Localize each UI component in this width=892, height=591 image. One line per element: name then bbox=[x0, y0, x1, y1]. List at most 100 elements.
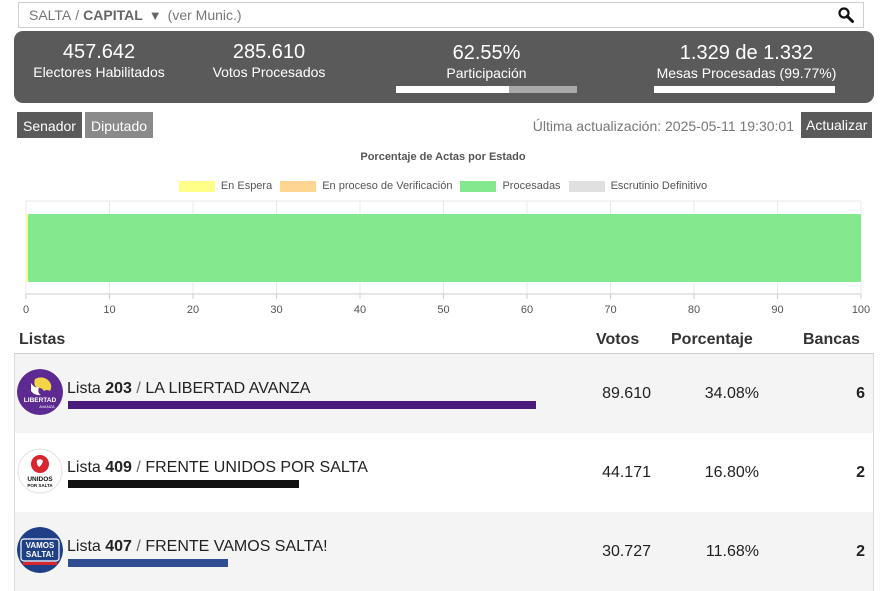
legend-swatch bbox=[568, 180, 605, 192]
table-row[interactable]: LIBERTAD AVANZA Lista 203 / LA LIBERTAD … bbox=[14, 354, 874, 433]
list-prefix: Lista bbox=[67, 538, 101, 555]
table-row[interactable]: UNIDOS POR SALTA Lista 409 / FRENTE UNID… bbox=[14, 433, 874, 512]
tab-senador[interactable]: Senador bbox=[17, 112, 82, 138]
mesas-progress-fill bbox=[654, 86, 835, 93]
header-listas: Listas bbox=[19, 331, 66, 348]
chart-title: Porcentaje de Actas por Estado bbox=[360, 151, 526, 163]
header-bancas: Bancas bbox=[803, 331, 860, 348]
x-tick-label: 90 bbox=[771, 304, 783, 316]
svg-text:UNIDOS: UNIDOS bbox=[27, 476, 53, 483]
svg-text:AVANZA: AVANZA bbox=[39, 404, 55, 409]
x-tick-label: 10 bbox=[103, 304, 115, 316]
vote-share-bar bbox=[68, 401, 536, 409]
lion-logo-icon: LIBERTAD AVANZA bbox=[17, 369, 63, 415]
search-icon[interactable] bbox=[837, 6, 855, 24]
legend-item[interactable]: En Espera bbox=[178, 180, 273, 192]
row-votos: 89.610 bbox=[602, 385, 651, 402]
bar-segment bbox=[26, 214, 28, 282]
votos-label: Votos Procesados bbox=[212, 64, 326, 80]
list-name: Lista 409 / FRENTE UNIDOS POR SALTA bbox=[67, 459, 368, 477]
last-updated-text: Última actualización: 2025-05-11 19:30:0… bbox=[532, 118, 794, 134]
electores-value: 457.642 bbox=[62, 41, 136, 63]
unidos-logo-icon: UNIDOS POR SALTA bbox=[17, 448, 63, 494]
list-number: 407 bbox=[105, 538, 132, 555]
list-party-name: FRENTE UNIDOS POR SALTA bbox=[145, 459, 368, 476]
mesas-progress-bar bbox=[654, 86, 835, 93]
row-porcentaje: 34.08% bbox=[704, 385, 759, 402]
list-number: 409 bbox=[105, 459, 132, 476]
x-tick-label: 50 bbox=[437, 304, 449, 316]
row-votos: 30.727 bbox=[602, 543, 651, 560]
table-divider bbox=[14, 353, 874, 354]
legend-label: Procesadas bbox=[502, 180, 561, 192]
stat-participacion: 62.55% Participación bbox=[394, 42, 579, 81]
x-tick-label: 20 bbox=[187, 304, 199, 316]
vamos-logo-icon: VAMOS SALTA! bbox=[17, 527, 63, 573]
mesas-label: Mesas Procesadas (99.77%) bbox=[656, 65, 837, 81]
row-bancas: 6 bbox=[856, 385, 865, 402]
legend-swatch bbox=[460, 180, 497, 192]
list-slash: / bbox=[136, 459, 141, 476]
x-tick-label: 0 bbox=[23, 304, 29, 316]
list-party-name: LA LIBERTAD AVANZA bbox=[145, 380, 311, 397]
legend-label: Escrutinio Definitivo bbox=[610, 180, 708, 192]
legend-item[interactable]: Procesadas bbox=[460, 180, 561, 192]
row-votos: 44.171 bbox=[602, 464, 651, 481]
participacion-value: 62.55% bbox=[452, 42, 521, 64]
x-tick-label: 100 bbox=[852, 304, 870, 316]
stats-panel: 457.642 Electores Habilitados 285.610 Vo… bbox=[14, 31, 874, 103]
location-separator: / bbox=[75, 7, 80, 23]
participacion-progress-bar bbox=[396, 86, 577, 93]
list-name: Lista 407 / FRENTE VAMOS SALTA! bbox=[67, 538, 328, 556]
chart-legend: En Espera En proceso de Verificación Proce… bbox=[0, 180, 886, 192]
list-party-name: FRENTE VAMOS SALTA! bbox=[145, 538, 328, 555]
row-porcentaje: 11.68% bbox=[705, 543, 759, 560]
legend-label: En Espera bbox=[220, 180, 273, 192]
list-name: Lista 203 / LA LIBERTAD AVANZA bbox=[67, 380, 310, 398]
legend-item[interactable]: Escrutinio Definitivo bbox=[568, 180, 708, 192]
tab-diputado[interactable]: Diputado bbox=[85, 112, 154, 138]
update-button[interactable]: Actualizar bbox=[801, 112, 873, 138]
x-tick-label: 40 bbox=[354, 304, 366, 316]
svg-text:SALTA!: SALTA! bbox=[26, 550, 54, 559]
stat-mesas: 1.329 de 1.332 Mesas Procesadas (99.77%) bbox=[644, 42, 849, 81]
list-prefix: Lista bbox=[67, 459, 101, 476]
vote-share-bar bbox=[68, 559, 228, 567]
participacion-label: Participación bbox=[446, 65, 527, 81]
province-label: SALTA bbox=[29, 7, 72, 23]
list-number: 203 bbox=[105, 380, 132, 397]
bar-segment bbox=[27, 214, 862, 282]
x-tick-label: 80 bbox=[688, 304, 700, 316]
x-tick-label: 60 bbox=[521, 304, 533, 316]
list-prefix: Lista bbox=[67, 380, 101, 397]
legend-swatch bbox=[178, 180, 215, 192]
electores-label: Electores Habilitados bbox=[33, 64, 165, 80]
legend-label: En proceso de Verificación bbox=[322, 180, 453, 192]
header-votos: Votos bbox=[596, 331, 640, 348]
chevron-down-icon[interactable]: ▼ bbox=[148, 7, 162, 23]
x-tick-label: 30 bbox=[270, 304, 282, 316]
table-row[interactable]: VAMOS SALTA! Lista 407 / FRENTE VAMOS SA… bbox=[14, 512, 874, 591]
row-porcentaje: 16.80% bbox=[704, 464, 759, 481]
actas-chart: 0 10 20 30 40 50 60 70 80 90 100 bbox=[23, 200, 870, 316]
svg-text:LIBERTAD: LIBERTAD bbox=[24, 397, 57, 404]
x-tick-label: 70 bbox=[604, 304, 616, 316]
stat-votos: 285.610 Votos Procesados bbox=[204, 41, 334, 80]
svg-text:VAMOS: VAMOS bbox=[26, 541, 55, 550]
stat-electores: 457.642 Electores Habilitados bbox=[24, 41, 174, 80]
list-slash: / bbox=[136, 538, 141, 555]
legend-item[interactable]: En proceso de Verificación bbox=[280, 180, 452, 192]
mesas-value: 1.329 de 1.332 bbox=[679, 42, 814, 64]
city-label: CAPITAL bbox=[83, 7, 143, 23]
row-bancas: 2 bbox=[856, 464, 865, 481]
row-bancas: 2 bbox=[856, 543, 865, 560]
header-porcentaje: Porcentaje bbox=[671, 331, 753, 348]
list-slash: / bbox=[136, 380, 141, 397]
votos-value: 285.610 bbox=[232, 41, 306, 63]
vote-share-bar bbox=[68, 480, 299, 488]
svg-text:POR SALTA: POR SALTA bbox=[27, 483, 53, 488]
ver-munic-link[interactable]: (ver Munic.) bbox=[167, 7, 242, 23]
location-selector[interactable]: SALTA / CAPITAL ▼ (ver Munic.) bbox=[18, 2, 864, 28]
legend-swatch bbox=[280, 180, 317, 192]
participacion-progress-fill bbox=[396, 86, 510, 93]
